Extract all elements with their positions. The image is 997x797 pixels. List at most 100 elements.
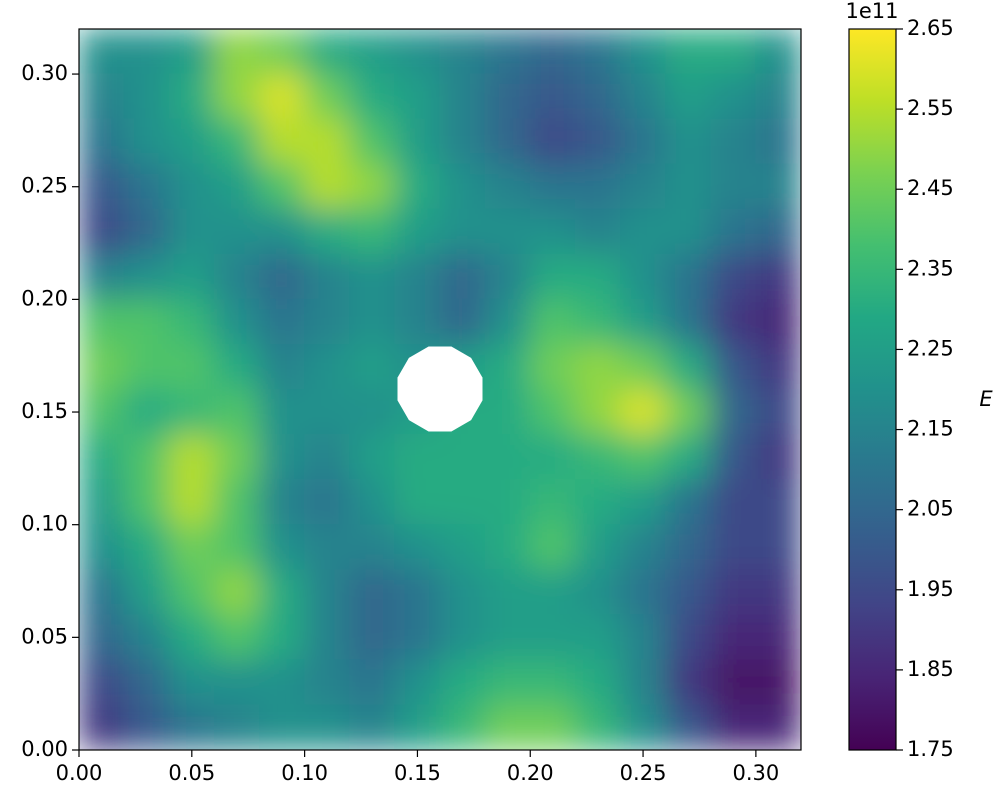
cell <box>484 343 531 390</box>
cell <box>394 29 441 75</box>
cell <box>484 118 531 165</box>
cell <box>213 298 260 345</box>
cell <box>620 253 667 300</box>
cell <box>304 524 351 571</box>
y-tick-label: 0.00 <box>21 737 68 761</box>
cell <box>349 389 396 436</box>
cell <box>349 434 396 481</box>
cell <box>259 118 306 165</box>
cell <box>213 389 260 436</box>
cell <box>168 118 215 165</box>
cell <box>574 29 621 75</box>
cell <box>304 118 351 165</box>
cell <box>79 298 125 345</box>
cell <box>79 343 125 390</box>
cell <box>710 208 757 255</box>
cell <box>123 29 170 75</box>
cell <box>259 298 306 345</box>
cell <box>755 569 801 616</box>
cell <box>665 659 712 706</box>
cell <box>259 704 306 750</box>
cell <box>349 163 396 210</box>
cell <box>304 389 351 436</box>
cell <box>439 253 486 300</box>
cell <box>755 253 801 300</box>
cell <box>439 479 486 526</box>
cell <box>529 524 576 571</box>
cell <box>79 659 125 706</box>
cell <box>349 524 396 571</box>
cell <box>484 29 531 75</box>
cell <box>620 343 667 390</box>
cell <box>259 569 306 616</box>
cell <box>304 704 351 750</box>
cell <box>620 208 667 255</box>
y-tick-label: 0.25 <box>21 174 68 198</box>
colorbar-tick-label: 2.45 <box>907 176 954 200</box>
cell <box>394 434 441 481</box>
x-tick-label: 0.10 <box>281 761 328 785</box>
plot-area <box>79 29 801 750</box>
cell <box>304 29 351 75</box>
cell <box>439 163 486 210</box>
cell <box>79 524 125 571</box>
cell <box>665 118 712 165</box>
cell <box>168 434 215 481</box>
colorbar-tick-label: 2.55 <box>907 96 954 120</box>
x-tick-label: 0.15 <box>394 761 441 785</box>
colorbar-tick-label: 2.05 <box>907 497 954 521</box>
plot-frame <box>78 28 802 751</box>
cell <box>484 163 531 210</box>
cell <box>755 343 801 390</box>
cell <box>665 569 712 616</box>
cell <box>123 659 170 706</box>
cell <box>79 704 125 750</box>
cell <box>529 208 576 255</box>
cell <box>79 73 125 120</box>
cell <box>259 524 306 571</box>
cell <box>168 253 215 300</box>
cell <box>665 704 712 750</box>
cell <box>665 614 712 661</box>
cell <box>574 73 621 120</box>
cell <box>574 298 621 345</box>
cell <box>710 524 757 571</box>
cell <box>79 479 125 526</box>
cell <box>259 343 306 390</box>
cell <box>755 389 801 436</box>
colorbar-tick-label: 2.15 <box>907 417 954 441</box>
cell <box>710 73 757 120</box>
cell <box>123 163 170 210</box>
cell <box>123 389 170 436</box>
cell <box>439 73 486 120</box>
cell <box>79 614 125 661</box>
cell <box>439 434 486 481</box>
cell <box>529 704 576 750</box>
cell <box>620 163 667 210</box>
cell <box>304 434 351 481</box>
cell <box>259 208 306 255</box>
cell <box>213 524 260 571</box>
cell <box>665 343 712 390</box>
cell <box>123 343 170 390</box>
cell <box>529 614 576 661</box>
cell <box>79 118 125 165</box>
cell <box>710 569 757 616</box>
cell <box>168 704 215 750</box>
cell <box>213 479 260 526</box>
cell <box>620 659 667 706</box>
cell <box>79 389 125 436</box>
cell <box>259 659 306 706</box>
cell <box>349 73 396 120</box>
cell <box>755 614 801 661</box>
cell <box>79 29 125 75</box>
cell <box>349 29 396 75</box>
cell <box>439 614 486 661</box>
cell <box>665 479 712 526</box>
x-tick-label: 0.30 <box>732 761 779 785</box>
cell <box>620 73 667 120</box>
cell <box>168 29 215 75</box>
cell <box>394 298 441 345</box>
cell <box>574 524 621 571</box>
